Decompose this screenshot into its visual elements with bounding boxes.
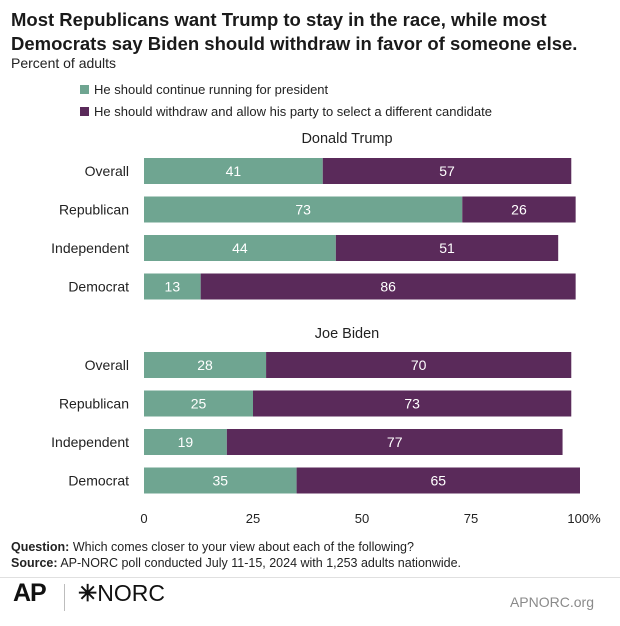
bar-continue	[144, 273, 201, 300]
source-label: Source:	[11, 556, 58, 570]
data-label: 19	[178, 434, 194, 450]
x-tick-label: 25	[246, 511, 260, 526]
category-label: Independent	[51, 240, 129, 256]
category-label: Democrat	[68, 473, 129, 489]
panel-title: Donald Trump	[301, 131, 392, 147]
bar-withdraw	[322, 158, 572, 184]
bar-withdraw	[266, 352, 572, 378]
question-note: Question: Which comes closer to your vie…	[11, 539, 461, 555]
x-tick-label: 50	[355, 511, 369, 526]
bar-withdraw	[462, 196, 576, 223]
question-text: Which comes closer to your view about ea…	[69, 540, 414, 554]
bar-withdraw	[335, 235, 559, 261]
ap-logo: AP	[13, 579, 47, 607]
bar-continue	[144, 467, 297, 494]
chart-title: Most Republicans want Trump to stay in t…	[11, 9, 578, 54]
legend-swatch-withdraw	[80, 107, 89, 116]
category-label: Overall	[85, 357, 129, 373]
legend-label-continue: He should continue running for president	[94, 82, 329, 97]
data-label: 13	[165, 279, 181, 295]
data-label: 73	[404, 396, 420, 412]
data-label: 77	[387, 434, 403, 450]
category-label: Republican	[59, 202, 129, 218]
chart-subtitle: Percent of adults	[11, 55, 117, 71]
x-tick-label: 100%	[567, 511, 601, 526]
data-label: 28	[197, 357, 213, 373]
legend-item-withdraw: He should withdraw and allow his party t…	[80, 104, 492, 119]
bar-withdraw	[253, 390, 572, 417]
stacked-bar-chart: Donald Trump Overall 41 57 Republican 73 26 Ind…	[51, 131, 601, 526]
legend-swatch-continue	[80, 85, 89, 94]
category-label: Independent	[51, 434, 129, 450]
bar-continue	[144, 352, 267, 378]
x-tick-label: 0	[140, 511, 147, 526]
bar-continue	[144, 390, 253, 417]
chart-notes: Question: Which comes closer to your vie…	[11, 539, 461, 571]
category-label: Overall	[85, 163, 129, 179]
data-label: 57	[439, 163, 455, 179]
norc-logo: ✳NORC	[78, 580, 165, 607]
norc-star-icon: ✳	[78, 580, 98, 606]
norc-logo-text: NORC	[97, 580, 166, 606]
source-text: AP-NORC poll conducted July 11-15, 2024 …	[57, 556, 462, 570]
bar-continue	[144, 158, 323, 184]
bar-continue	[144, 196, 463, 223]
data-label: 65	[431, 473, 447, 489]
category-label: Democrat	[68, 279, 129, 295]
bar-withdraw	[296, 467, 580, 494]
data-label: 86	[380, 279, 396, 295]
source-note: Source: AP-NORC poll conducted July 11-1…	[11, 555, 461, 571]
data-label: 73	[295, 202, 311, 218]
legend-item-continue: He should continue running for president	[80, 82, 328, 97]
data-label: 70	[411, 357, 427, 373]
footer-divider	[0, 577, 620, 578]
bar-withdraw	[226, 429, 563, 455]
data-label: 35	[213, 473, 229, 489]
data-label: 41	[226, 163, 242, 179]
question-label: Question:	[11, 540, 70, 554]
data-label: 44	[232, 240, 248, 256]
data-label: 25	[191, 396, 207, 412]
data-label: 26	[511, 202, 527, 218]
legend-label-withdraw: He should withdraw and allow his party t…	[94, 104, 492, 119]
site-link[interactable]: APNORC.org	[509, 594, 594, 610]
category-label: Republican	[59, 396, 129, 412]
panel-title: Joe Biden	[315, 326, 380, 342]
bar-continue	[144, 429, 227, 455]
bar-withdraw	[200, 273, 576, 300]
data-label: 51	[439, 240, 455, 256]
x-tick-label: 75	[464, 511, 478, 526]
logo-divider	[64, 584, 65, 611]
bar-continue	[144, 235, 336, 261]
